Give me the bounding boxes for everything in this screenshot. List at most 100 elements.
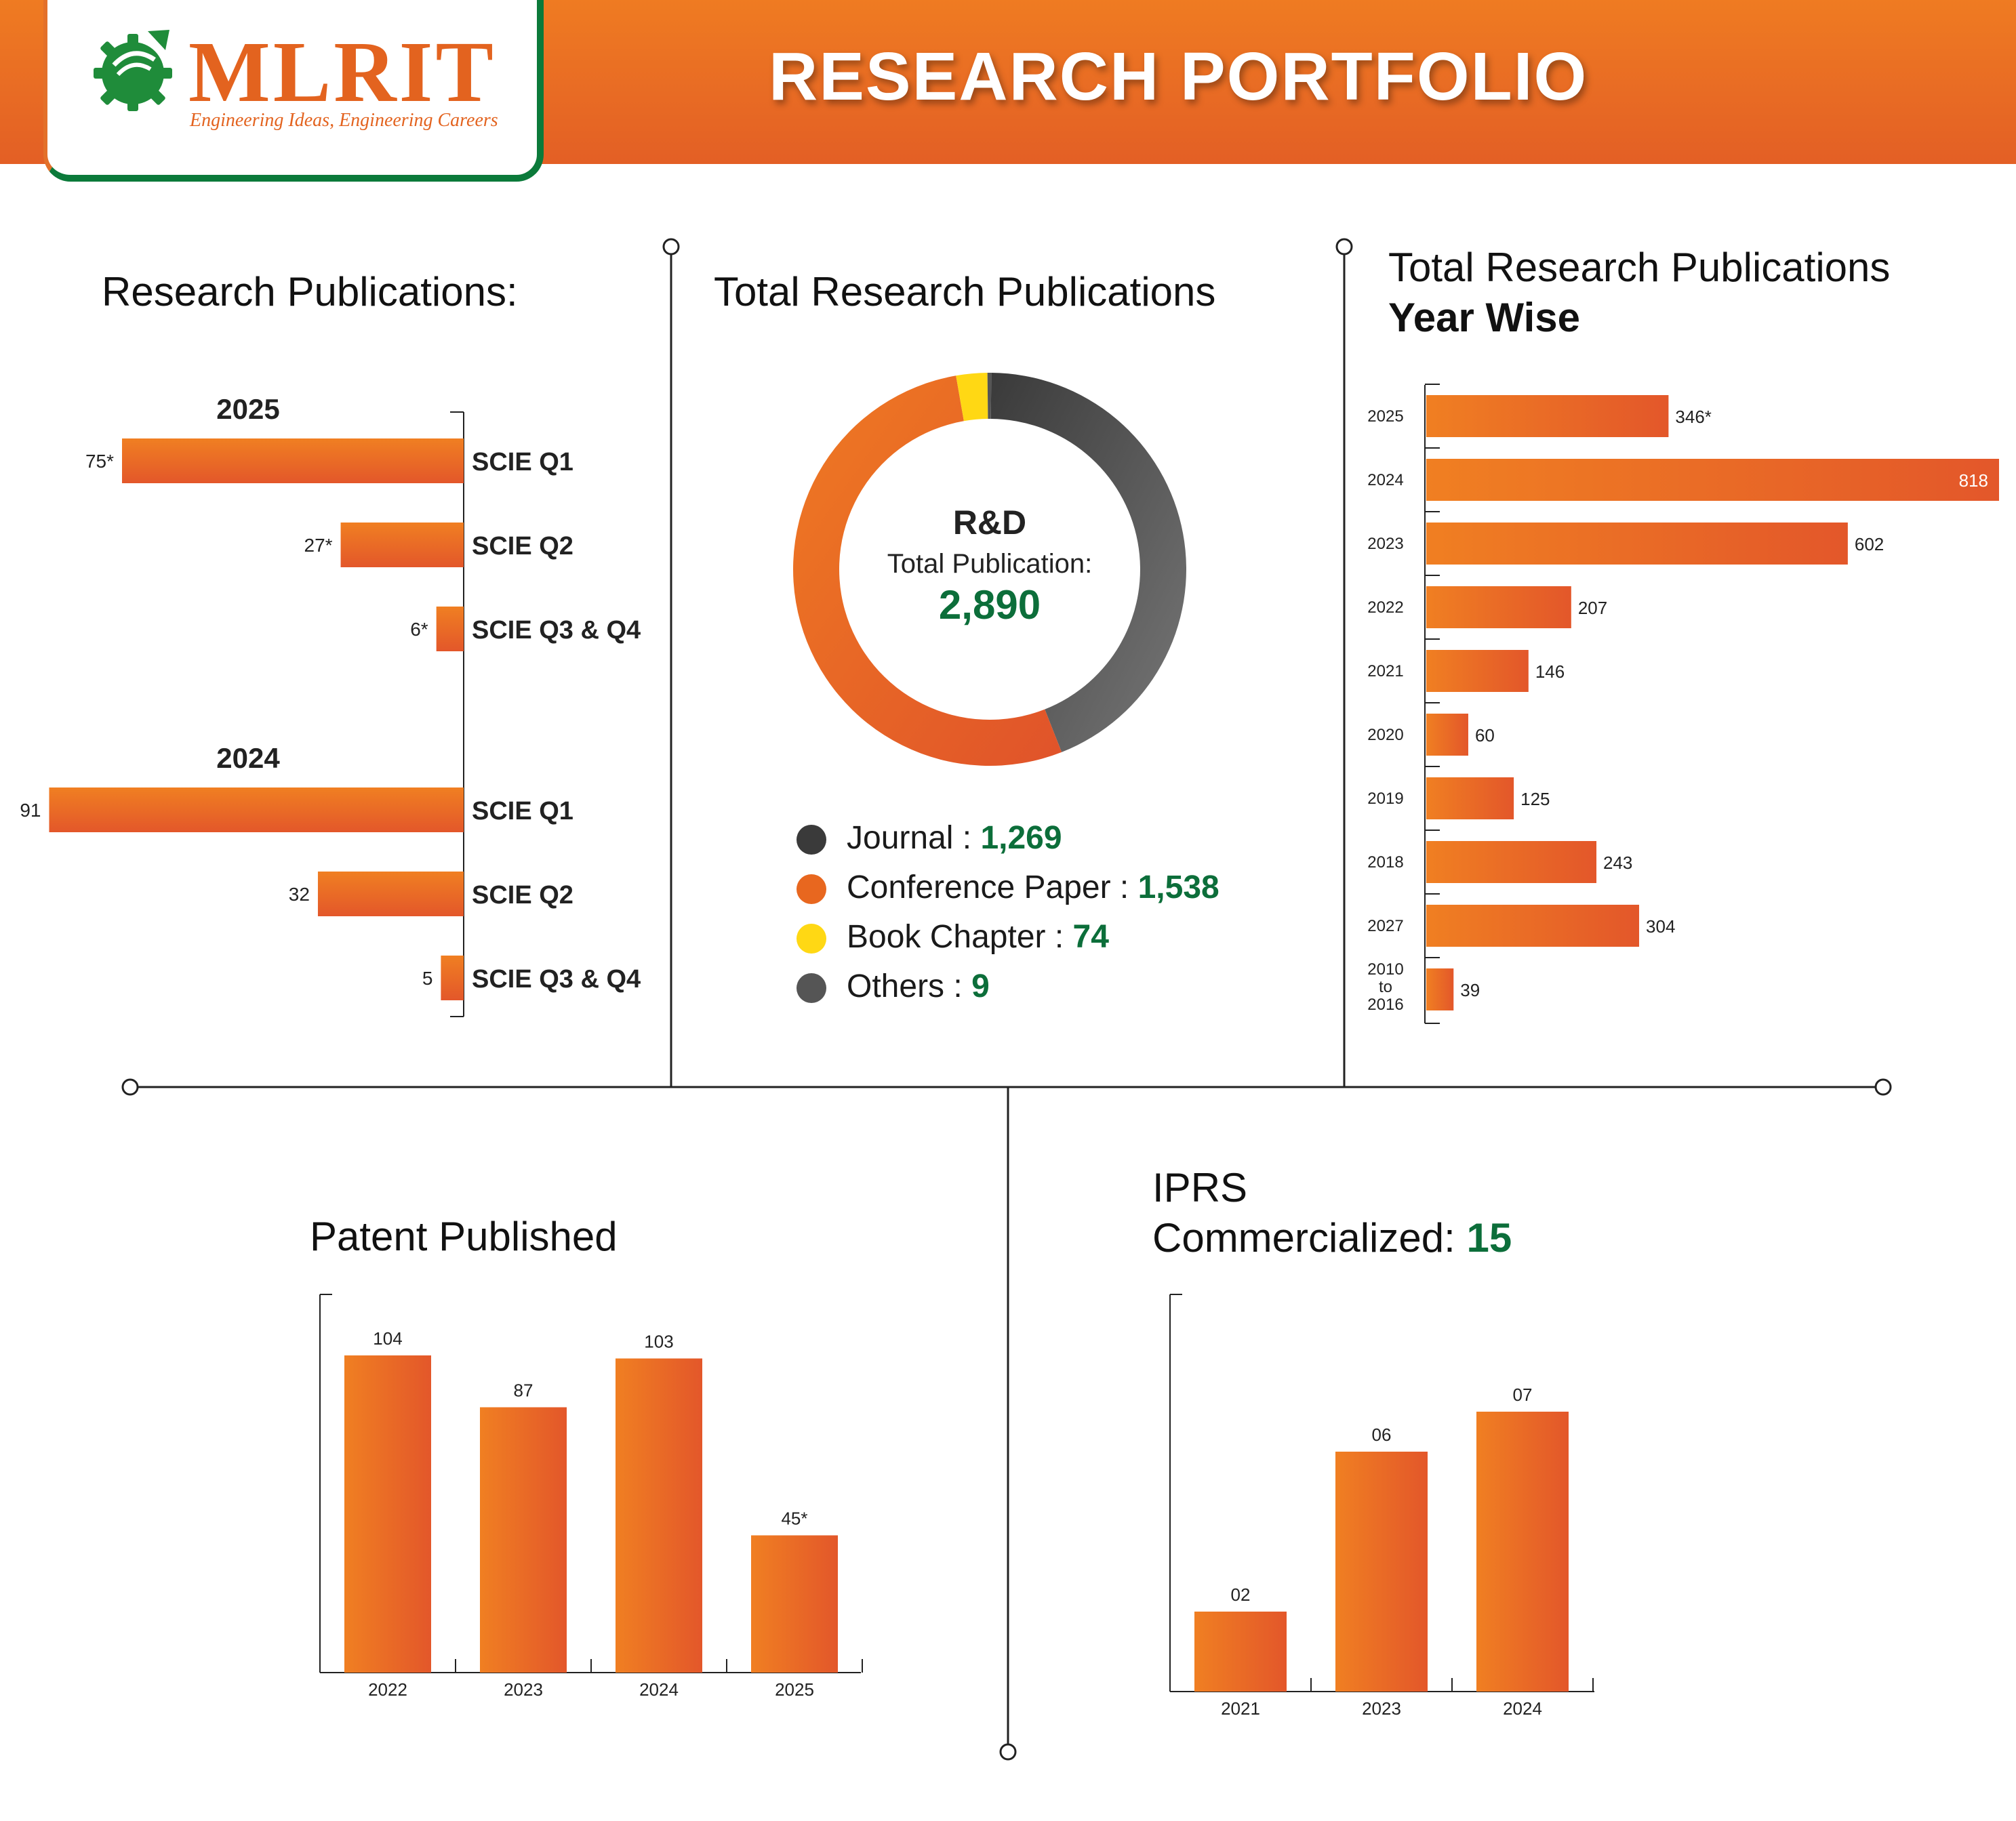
legend-value: 9 <box>971 968 990 1004</box>
legend-item-others: Others : 9 <box>797 962 1219 1011</box>
donut-slice <box>956 373 988 422</box>
bar <box>480 1407 567 1673</box>
bar <box>1426 459 1999 501</box>
category-label: 2022 <box>1367 598 1403 617</box>
bar <box>436 607 464 651</box>
bar <box>1426 650 1529 692</box>
legend-dot-icon <box>797 924 826 954</box>
bar <box>122 438 464 483</box>
iprs-value: 15 <box>1466 1215 1512 1261</box>
bar <box>1426 968 1454 1010</box>
value-label: 304 <box>1646 916 1675 937</box>
bar <box>340 523 464 567</box>
category-label: 2025 <box>1367 407 1403 426</box>
iprs-label: Commercialized: <box>1152 1215 1455 1261</box>
group-title: 2024 <box>216 742 280 774</box>
value-label: 125 <box>1520 789 1550 809</box>
value-label: 32 <box>289 884 310 905</box>
donut-slice <box>793 375 1062 766</box>
bar <box>1426 841 1597 883</box>
page-title: RESEARCH PORTFOLIO <box>769 39 1588 115</box>
bar <box>1335 1452 1428 1692</box>
bar <box>1426 777 1514 819</box>
category-label: 2024 <box>1503 1698 1542 1719</box>
total-publications-heading: Total Research Publications <box>714 269 1216 314</box>
value-label: 91 <box>20 800 41 821</box>
legend-value: 1,538 <box>1137 869 1219 905</box>
category-label: SCIE Q1 <box>472 448 573 476</box>
category-label: 2024 <box>639 1679 679 1700</box>
legend-item-book-chapter: Book Chapter : 74 <box>797 912 1219 962</box>
legend-value: 74 <box>1072 919 1109 955</box>
value-label: 60 <box>1475 725 1495 745</box>
bar <box>1426 523 1848 565</box>
category-label: SCIE Q2 <box>472 881 573 909</box>
bar <box>441 956 464 1000</box>
category-label: SCIE Q1 <box>472 797 573 825</box>
category-label: 2022 <box>368 1679 407 1700</box>
value-label: 146 <box>1535 661 1565 682</box>
bar <box>1426 714 1468 756</box>
year-wise-heading-line1: Total Research Publications <box>1388 245 1891 290</box>
value-label: 602 <box>1855 534 1884 554</box>
legend-dot-icon <box>797 825 826 855</box>
value-label: 818 <box>1959 470 1988 491</box>
value-label: 45* <box>781 1509 807 1529</box>
iprs-heading-line2: Commercialized: 15 <box>1152 1214 1512 1261</box>
category-label: SCIE Q3 & Q4 <box>472 965 641 994</box>
category-label: 2023 <box>1362 1698 1401 1719</box>
legend-value: 1,269 <box>980 820 1062 856</box>
bar <box>317 872 464 916</box>
year-wise-chart: 2025 346* 2024 818 2023 602 2022 207 2021 146 2020… <box>1367 384 1999 1024</box>
donut-slice <box>987 373 992 420</box>
research-publications-chart: 2025 75* SCIE Q1 27* SCIE Q2 6* SCIE Q3 & Q4 20… <box>20 393 641 1017</box>
category-label: to <box>1379 978 1392 996</box>
value-label: 207 <box>1578 598 1607 618</box>
donut-center-title: R&D <box>952 504 1027 541</box>
category-label: 2018 <box>1367 853 1403 872</box>
value-label: 02 <box>1231 1584 1251 1605</box>
category-label: 2024 <box>1367 471 1403 489</box>
value-label: 346* <box>1675 407 1712 427</box>
patent-heading: Patent Published <box>310 1214 618 1259</box>
donut-center-value: 2,890 <box>938 582 1041 628</box>
value-label: 87 <box>514 1380 533 1401</box>
bar <box>344 1355 431 1673</box>
value-label: 75* <box>85 451 114 472</box>
value-label: 07 <box>1513 1385 1533 1405</box>
legend-dot-icon <box>797 973 826 1004</box>
category-label: 2025 <box>775 1679 814 1700</box>
category-label: 2023 <box>1367 535 1403 553</box>
group-title: 2025 <box>216 393 279 425</box>
bar <box>1426 586 1571 628</box>
category-label: 2019 <box>1367 790 1403 808</box>
value-label: 243 <box>1603 853 1632 873</box>
bar <box>616 1358 702 1673</box>
gear-logo-icon <box>94 30 172 111</box>
publications-donut-chart <box>793 373 1186 766</box>
category-label: SCIE Q3 & Q4 <box>472 616 641 644</box>
category-label: SCIE Q2 <box>472 532 573 560</box>
category-label: 2023 <box>504 1679 543 1700</box>
logo-tagline: Engineering Ideas, Engineering Careers <box>190 110 498 131</box>
value-label: 27* <box>304 535 333 556</box>
bar <box>49 787 464 832</box>
legend-label: Book Chapter : <box>847 919 1064 955</box>
category-label: 2021 <box>1221 1698 1260 1719</box>
category-label: 2021 <box>1367 662 1403 680</box>
value-label: 5 <box>422 968 433 989</box>
legend-item-journal: Journal : 1,269 <box>797 813 1219 863</box>
iprs-heading-line1: IPRS <box>1152 1165 1248 1210</box>
legend-label: Conference Paper : <box>847 869 1129 905</box>
donut-center-label: Total Publication: <box>887 549 1093 579</box>
research-publications-heading: Research Publications: <box>102 269 518 314</box>
donut-slice <box>990 373 1186 752</box>
legend-dot-icon <box>797 874 826 905</box>
value-label: 39 <box>1460 980 1480 1000</box>
bar <box>1426 905 1640 947</box>
category-label: 2010 <box>1367 960 1403 979</box>
bar <box>1426 395 1669 437</box>
category-label: 2020 <box>1367 726 1403 744</box>
category-label: 2016 <box>1367 996 1403 1014</box>
